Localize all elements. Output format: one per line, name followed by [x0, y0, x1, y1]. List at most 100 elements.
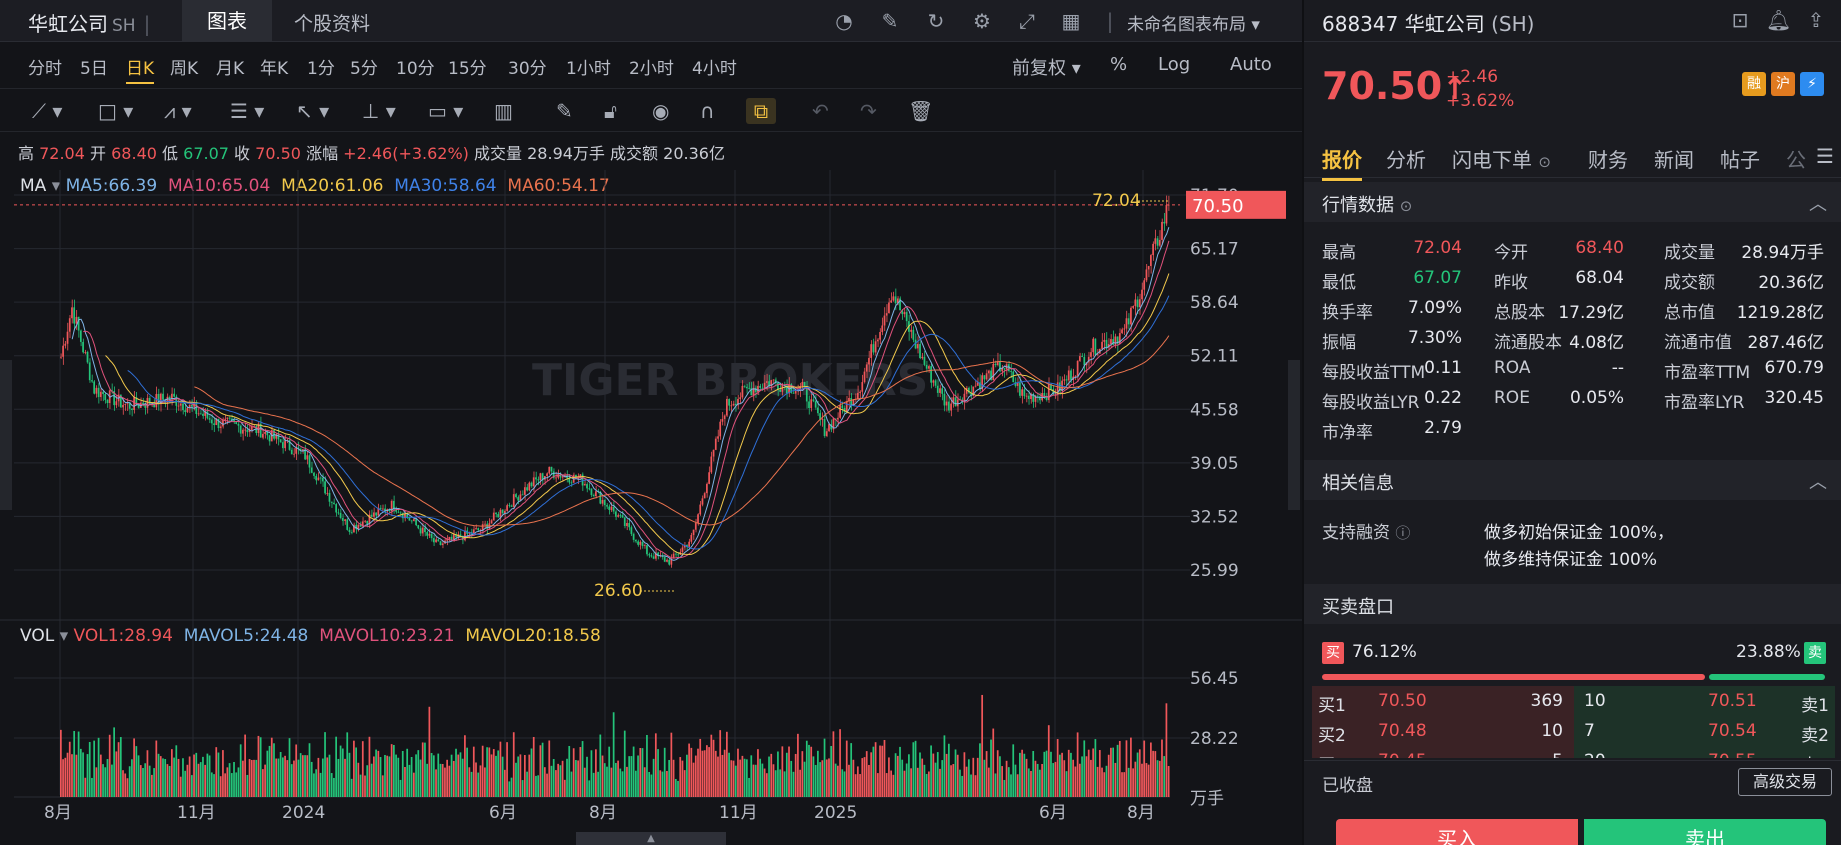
ma-legend[interactable]: MA ▾ MA5:66.39 MA10:65.04 MA20:61.06 MA3… [20, 176, 610, 196]
trash-icon[interactable]: 🗑︎ [908, 99, 934, 123]
text-tool-icon[interactable]: ▭ ▾ [428, 99, 464, 123]
undo-icon[interactable]: ↶ [812, 99, 829, 123]
tab-finance[interactable]: 财务 [1588, 148, 1628, 172]
candle [1165, 205, 1168, 224]
low-label: 低 [162, 144, 179, 163]
link-icon[interactable]: ⧉ [746, 98, 776, 124]
volume-bar [916, 767, 919, 797]
share-icon[interactable]: ⇪ [1807, 8, 1825, 32]
period-10[interactable]: 30分 [508, 59, 547, 79]
unlock-icon[interactable]: 🔓︎ [604, 99, 617, 123]
indicator-tool-icon[interactable]: ▥ [494, 99, 513, 123]
orderbook-row[interactable]: 买2 70.48 10 7 70.54 卖2 [1312, 716, 1835, 746]
chevron-up-icon[interactable]: ︿ [1809, 194, 1827, 215]
magnet-icon[interactable]: ∩ [700, 99, 715, 123]
orderbook-row[interactable]: 买3 70.45 5 20 70.55 卖3 [1312, 746, 1835, 758]
volume-bar [1134, 761, 1137, 797]
period-3[interactable]: 周K [170, 59, 199, 79]
fib-tool-icon[interactable]: ☰ ▾ [230, 99, 265, 123]
arrow-tool-icon[interactable]: ↖ ▾ [296, 99, 330, 123]
period-2[interactable]: 日K [126, 54, 155, 84]
volume-legend[interactable]: VOL ▾ VOL1:28.94 MAVOL5:24.48 MAVOL10:23… [20, 626, 601, 646]
tab-chart[interactable]: 图表 [182, 0, 272, 42]
candle [339, 512, 342, 518]
redo-icon[interactable]: ↷ [860, 99, 877, 123]
tab-news[interactable]: 新闻 [1654, 148, 1694, 172]
period-8[interactable]: 10分 [396, 59, 435, 79]
tab-posts[interactable]: 帖子 [1720, 148, 1760, 172]
volume-bar [255, 759, 258, 797]
left-collapse-handle[interactable] [0, 360, 12, 510]
tab-analysis[interactable]: 分析 [1386, 148, 1426, 172]
tab-announcements[interactable]: 公 [1786, 148, 1806, 172]
period-13[interactable]: 4小时 [692, 59, 737, 79]
log-toggle[interactable]: Log [1158, 54, 1191, 75]
flash-badge[interactable]: ⚡ [1800, 72, 1824, 96]
info-icon[interactable]: ⓘ [1395, 524, 1411, 542]
period-7[interactable]: 5分 [350, 59, 378, 79]
bookmark-icon[interactable]: ⊡ [1731, 8, 1749, 32]
sell-button[interactable]: 卖出 [1584, 819, 1826, 845]
volume-bar [151, 774, 153, 797]
chevron-down-icon[interactable]: ▾ [51, 176, 61, 196]
volume-bar [328, 754, 331, 797]
period-12[interactable]: 2小时 [629, 59, 674, 79]
edit-icon[interactable]: ✎ [881, 9, 899, 33]
stat-value: 67.07 [1413, 268, 1462, 288]
volume-bar [686, 754, 688, 797]
period-4[interactable]: 月K [216, 59, 245, 79]
volume-bar [401, 750, 404, 797]
adjust-dropdown[interactable]: 前复权 ▾ [1012, 58, 1081, 79]
volume-bar [639, 747, 642, 797]
draw-speed-icon[interactable]: ◔ [835, 9, 853, 33]
tab-flash-order[interactable]: 闪电下单 ⊙ [1452, 144, 1551, 173]
margin-badge[interactable]: 融 [1742, 72, 1766, 96]
ask-price: 70.55 [1708, 751, 1757, 758]
buy-button[interactable]: 买入 [1336, 819, 1578, 845]
rectangle-tool-icon[interactable]: □ ▾ [98, 99, 134, 123]
volume-bar [959, 769, 961, 797]
stock-title[interactable]: 华虹公司 SH | [28, 8, 150, 37]
ma30-value: MA30:58.64 [394, 176, 497, 196]
price-chart[interactable]: TIGER BROKERS 71.7065.1758.6452.1145.583… [0, 170, 1302, 845]
period-11[interactable]: 1小时 [566, 59, 611, 79]
volume-bar [672, 759, 675, 797]
stock-name: 华虹公司 [1404, 12, 1485, 36]
bell-icon[interactable]: 🔔︎ [1766, 8, 1792, 32]
chevron-down-icon[interactable]: ▾ [59, 626, 69, 646]
ask-price: 70.54 [1708, 721, 1757, 741]
eye-icon[interactable]: ◉ [652, 99, 670, 123]
menu-icon[interactable]: ☰ [1816, 144, 1834, 168]
pencil-icon[interactable]: ✎ [556, 99, 573, 123]
layout-dropdown[interactable]: 未命名图表布局 ▾ [1127, 15, 1260, 35]
period-5[interactable]: 年K [260, 59, 289, 79]
connect-badge[interactable]: 沪 [1771, 72, 1795, 96]
tab-quote[interactable]: 报价 [1322, 144, 1362, 181]
period-6[interactable]: 1分 [307, 59, 335, 79]
fullscreen-icon[interactable]: ⤢ [1019, 9, 1035, 33]
period-9[interactable]: 15分 [448, 59, 487, 79]
refresh-icon[interactable]: ↻ [927, 9, 945, 33]
period-0[interactable]: 分时 [28, 59, 62, 79]
orderbook-row[interactable]: 买1 70.50 369 10 70.51 卖1 [1312, 686, 1835, 716]
right-collapse-handle[interactable] [1288, 360, 1300, 510]
measure-tool-icon[interactable]: ⊥ ▾ [362, 99, 396, 123]
bottom-expand-handle[interactable]: ▲ [576, 832, 726, 845]
market-data-header[interactable]: 行情数据 ⊙ ︿ [1304, 182, 1841, 222]
tab-profile[interactable]: 个股资料 [294, 13, 371, 35]
more-icon[interactable]: ⊙ [1399, 197, 1413, 215]
volume-bar [772, 764, 775, 797]
auto-toggle[interactable]: Auto [1230, 54, 1272, 75]
percent-toggle[interactable]: % [1110, 54, 1128, 75]
related-info-header[interactable]: 相关信息 ︿ [1304, 460, 1841, 500]
grid-layout-icon[interactable]: ▦ [1061, 9, 1081, 33]
settings-gear-icon[interactable]: ⚙ [973, 9, 991, 33]
advanced-trade-button[interactable]: 高级交易 [1738, 768, 1832, 796]
candle [499, 509, 502, 518]
line-tool-icon[interactable]: ⟋ ▾ [32, 99, 63, 123]
period-1[interactable]: 5日 [80, 59, 108, 79]
chevron-up-icon[interactable]: ︿ [1809, 472, 1827, 493]
candle [710, 456, 713, 473]
candle [706, 483, 708, 494]
pattern-tool-icon[interactable]: ⩘ ▾ [164, 99, 192, 123]
